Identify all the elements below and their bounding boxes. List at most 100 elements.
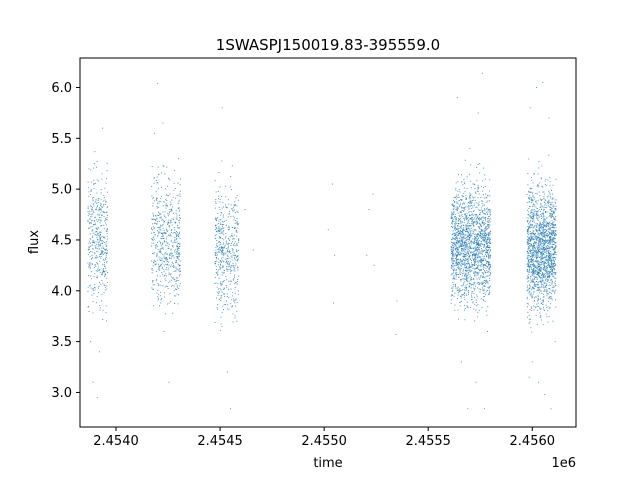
data-point	[551, 298, 553, 300]
data-point	[547, 266, 549, 268]
data-point	[465, 215, 467, 217]
data-point	[467, 231, 469, 233]
data-point	[479, 282, 481, 284]
data-point	[541, 228, 543, 230]
data-point	[471, 265, 473, 267]
data-point	[165, 241, 167, 243]
data-point	[97, 266, 99, 268]
data-point	[463, 193, 465, 195]
data-point	[469, 231, 471, 233]
data-point	[476, 180, 478, 182]
data-point	[537, 184, 539, 186]
data-point	[158, 173, 160, 175]
data-point	[532, 270, 534, 272]
data-point	[539, 312, 541, 314]
data-point	[457, 289, 459, 291]
data-point	[540, 278, 542, 280]
data-point	[550, 227, 552, 229]
data-point	[97, 220, 99, 222]
data-point	[452, 246, 454, 248]
data-point	[464, 217, 466, 219]
data-point	[453, 243, 455, 245]
data-point	[106, 162, 108, 164]
data-point	[175, 256, 177, 258]
data-point	[487, 330, 489, 332]
data-point	[471, 223, 473, 225]
data-point	[527, 248, 529, 250]
data-point	[486, 236, 488, 238]
data-point	[471, 263, 473, 265]
data-point	[456, 227, 458, 229]
data-point	[454, 292, 456, 294]
data-point	[464, 264, 466, 266]
data-point	[478, 193, 480, 195]
data-point	[105, 305, 107, 307]
data-point	[178, 210, 180, 212]
data-point	[469, 276, 471, 278]
data-point	[164, 173, 166, 175]
data-point	[227, 308, 229, 310]
data-point	[550, 408, 552, 410]
data-point	[87, 219, 89, 221]
data-point	[101, 273, 103, 275]
data-point	[159, 212, 161, 214]
data-point	[545, 286, 547, 288]
data-point	[484, 300, 486, 302]
data-point	[551, 262, 553, 264]
data-point	[94, 245, 96, 247]
data-point	[463, 254, 465, 256]
data-point	[550, 231, 552, 233]
data-point	[451, 222, 453, 224]
data-point	[472, 210, 474, 212]
data-point	[460, 243, 462, 245]
data-point	[489, 250, 491, 252]
data-point	[104, 262, 106, 264]
data-point	[539, 264, 541, 266]
data-point	[538, 265, 540, 267]
data-point	[538, 219, 540, 221]
data-point	[552, 263, 554, 265]
data-point	[536, 208, 538, 210]
data-point	[451, 257, 453, 259]
data-point	[454, 225, 456, 227]
data-point	[158, 284, 160, 286]
data-point	[104, 275, 106, 277]
data-point	[99, 271, 101, 273]
data-point	[483, 246, 485, 248]
data-point	[223, 234, 225, 236]
data-point	[483, 205, 485, 207]
data-point	[548, 201, 550, 203]
data-point	[467, 263, 469, 265]
data-point	[531, 188, 533, 190]
data-point	[222, 250, 224, 252]
data-point	[528, 266, 530, 268]
data-point	[539, 316, 541, 318]
data-point	[530, 233, 532, 235]
data-point	[543, 309, 545, 311]
data-point	[229, 280, 231, 282]
data-point	[106, 206, 108, 208]
data-point	[97, 262, 98, 264]
data-point	[453, 266, 455, 268]
data-point	[549, 225, 551, 227]
data-point	[535, 273, 537, 275]
data-point	[100, 204, 102, 206]
data-point	[528, 236, 530, 238]
data-point	[170, 219, 172, 221]
data-point	[539, 289, 541, 291]
data-point	[165, 258, 167, 260]
data-point	[453, 206, 455, 208]
data-point	[550, 216, 552, 218]
data-point	[217, 216, 219, 218]
data-point	[466, 249, 468, 251]
data-point	[475, 301, 477, 303]
data-point	[452, 213, 454, 215]
data-point	[455, 247, 457, 249]
data-point	[89, 233, 91, 235]
data-point	[537, 252, 539, 254]
data-point	[171, 209, 173, 211]
data-point	[527, 252, 529, 254]
data-point	[537, 232, 539, 234]
data-point	[545, 270, 547, 272]
data-point	[93, 184, 95, 185]
